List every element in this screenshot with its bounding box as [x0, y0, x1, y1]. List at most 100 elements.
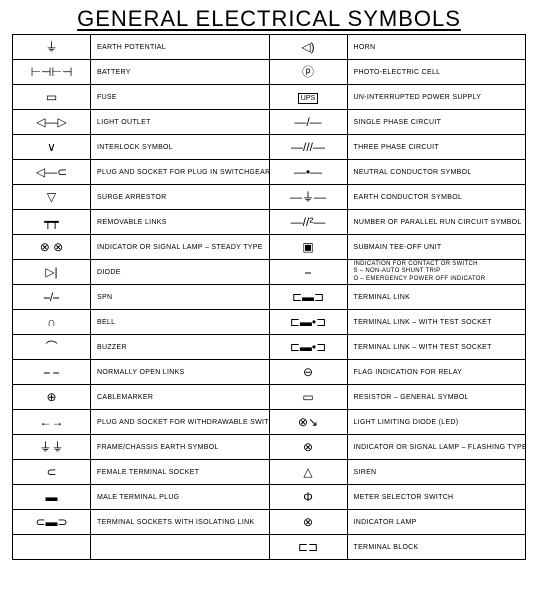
label-cell: FRAME/CHASSIS EARTH SYMBOL [91, 435, 270, 460]
table-row: ⊢⊣⊢⊣BATTERYⓟPHOTO-ELECTRIC CELL [13, 60, 526, 85]
terminal-link-test2-icon: ⊏▬•⊐ [290, 340, 326, 354]
table-row: ⊕ CABLEMARKER ▭ RESISTOR – GENERAL SYMBOL [13, 385, 526, 410]
photo-cell-icon: ⓟ [302, 65, 314, 79]
symbol-cell: ⊢⊣⊢⊣ [13, 60, 91, 85]
table-row: ▽SURGE ARRESTOR—⏚—EARTH CONDUCTOR SYMBOL [13, 185, 526, 210]
spn-icon: ⎯/⎯ [44, 290, 59, 304]
label-cell: CABLEMARKER [91, 385, 270, 410]
label-cell: TERMINAL LINK [347, 285, 526, 310]
symbol-cell: ⊂ [13, 460, 91, 485]
ups-icon: UPS [298, 89, 318, 103]
removable-links-icon: ┯┯ [44, 215, 58, 229]
symbol-table: ⏚EARTH POTENTIAL◁)HORN⊢⊣⊢⊣BATTERYⓟPHOTO-… [12, 34, 526, 560]
label-cell: INDICATOR OR SIGNAL LAMP – STEADY TYPE [91, 235, 270, 260]
symbol-cell: ⊏▬⊐ [269, 285, 347, 310]
terminal-block-icon: ⊏⊐ [298, 540, 318, 554]
parallel-run-icon: —//²— [291, 215, 326, 229]
label-cell: INDICATOR OR SIGNAL LAMP – FLASHING TYPE [347, 435, 526, 460]
earth-potential-icon: ⏚ [45, 40, 57, 54]
table-row: ◁—⊂ PLUG AND SOCKET FOR PLUG IN SWITCHGEA… [13, 160, 526, 185]
table-row: ▬MALE TERMINAL PLUGΦMETER SELECTOR SWITC… [13, 485, 526, 510]
fuse-icon: ▭ [46, 90, 57, 104]
label-cell: INDICATOR LAMP [347, 510, 526, 535]
label-cell: NUMBER OF PARALLEL RUN CIRCUIT SYMBOL [347, 210, 526, 235]
label-cell [91, 535, 270, 560]
symbol-cell: ⊗↘ [269, 410, 347, 435]
submain-tee-icon: ▣ [302, 240, 313, 254]
interlock-icon: ∨ [47, 140, 56, 154]
symbol-cell: ⊏⊐ [269, 535, 347, 560]
symbol-cell: Φ [269, 485, 347, 510]
table-row: ▭FUSEUPSUN-INTERRUPTED POWER SUPPLY [13, 85, 526, 110]
table-row: ⊂▬⊃TERMINAL SOCKETS WITH ISOLATING LINK⊗… [13, 510, 526, 535]
male-plug-icon: ▬ [46, 490, 58, 504]
symbol-cell: —///— [269, 135, 347, 160]
label-cell: LIGHT OUTLET [91, 110, 270, 135]
cablemarker-icon: ⊕ [46, 390, 56, 404]
table-row: ∨INTERLOCK SYMBOL—///—THREE PHASE CIRCUI… [13, 135, 526, 160]
table-row: ⏚⏚ FRAME/CHASSIS EARTH SYMBOL ⊗ INDICATOR O… [13, 435, 526, 460]
table-row: ∩BELL⊏▬•⊐TERMINAL LINK – WITH TEST SOCKE… [13, 310, 526, 335]
label-cell: SIREN [347, 460, 526, 485]
label-cell: FUSE [91, 85, 270, 110]
symbol-cell: ⊂▬⊃ [13, 510, 91, 535]
label-cell: PLUG AND SOCKET FOR WITHDRAWABLE SWITCHG… [91, 410, 270, 435]
symbol-cell: ∩ [13, 310, 91, 335]
label-cell: BUZZER [91, 335, 270, 360]
three-phase-icon: —///— [291, 140, 325, 154]
table-row: ⊏⊐TERMINAL BLOCK [13, 535, 526, 560]
table-row: ┯┯ REMOVABLE LINKS —//²— NUMBER OF PARALLEL… [13, 210, 526, 235]
symbol-cell: ⏚ [13, 35, 91, 60]
symbol-cell: ⌒ [13, 335, 91, 360]
symbol-cell: ⊗ ⊗ [13, 235, 91, 260]
symbol-cell: ⊏▬•⊐ [269, 335, 347, 360]
plug-socket-draw-icon: ←→ [40, 415, 64, 429]
page-title: GENERAL ELECTRICAL SYMBOLS [0, 0, 538, 34]
single-phase-icon: —/— [294, 115, 321, 129]
label-cell: SPN [91, 285, 270, 310]
indicator-steady-icon: ⊗ ⊗ [40, 240, 63, 254]
label-cell: EARTH POTENTIAL [91, 35, 270, 60]
diode-icon: ▷| [45, 265, 57, 279]
label-cell: PLUG AND SOCKET FOR PLUG IN SWITCHGEARS [91, 160, 270, 185]
frame-earth-icon: ⏚⏚ [39, 440, 63, 454]
horn-icon: ◁) [301, 40, 314, 54]
symbol-cell: ⊖ [269, 360, 347, 385]
label-cell: REMOVABLE LINKS [91, 210, 270, 235]
symbol-cell: ◁—⊂ [13, 160, 91, 185]
label-cell: FLAG INDICATION FOR RELAY [347, 360, 526, 385]
table-row: ◁—▷LIGHT OUTLET—/—SINGLE PHASE CIRCUIT [13, 110, 526, 135]
bell-icon: ∩ [47, 315, 56, 329]
label-cell: TERMINAL LINK – WITH TEST SOCKET [347, 335, 526, 360]
symbol-cell: ⊏▬•⊐ [269, 310, 347, 335]
symbol-cell: ⊗ [269, 510, 347, 535]
indicator-flash-icon: ⊗ [303, 440, 313, 454]
indicator-lamp-icon: ⊗ [303, 515, 313, 529]
label-cell: BATTERY [91, 60, 270, 85]
symbol-cell: ▽ [13, 185, 91, 210]
label-cell: NORMALLY OPEN LINKS [91, 360, 270, 385]
label-cell: BELL [91, 310, 270, 335]
symbol-cell: ┯┯ [13, 210, 91, 235]
label-cell: HORN [347, 35, 526, 60]
terminal-link-test-icon: ⊏▬•⊐ [290, 315, 326, 329]
label-cell: INDICATION FOR CONTACT OR SWITCHS – NON-… [347, 260, 526, 285]
resistor-icon: ▭ [302, 390, 313, 404]
table-row: ⊂FEMALE TERMINAL SOCKET△SIREN [13, 460, 526, 485]
symbol-cell: —⏚— [269, 185, 347, 210]
label-cell: FEMALE TERMINAL SOCKET [91, 460, 270, 485]
label-cell: INTERLOCK SYMBOL [91, 135, 270, 160]
plug-socket-switch-icon: ◁—⊂ [36, 165, 67, 179]
normally-open-icon: ⎯ ⎯ [44, 365, 59, 379]
table-row: ⎯ ⎯ NORMALLY OPEN LINKS⊖FLAG INDICATION F… [13, 360, 526, 385]
symbol-cell: ⏚⏚ [13, 435, 91, 460]
symbol-table-container: ⏚EARTH POTENTIAL◁)HORN⊢⊣⊢⊣BATTERYⓟPHOTO-… [0, 34, 538, 568]
label-cell: MALE TERMINAL PLUG [91, 485, 270, 510]
symbol-cell: UPS [269, 85, 347, 110]
table-row: ←→ PLUG AND SOCKET FOR WITHDRAWABLE SWITC… [13, 410, 526, 435]
meter-selector-icon: Φ [303, 490, 313, 504]
symbol-cell: ⊗ [269, 435, 347, 460]
label-cell: RESISTOR – GENERAL SYMBOL [347, 385, 526, 410]
earth-conductor-icon: —⏚— [290, 190, 326, 204]
label-cell: NEUTRAL CONDUCTOR SYMBOL [347, 160, 526, 185]
